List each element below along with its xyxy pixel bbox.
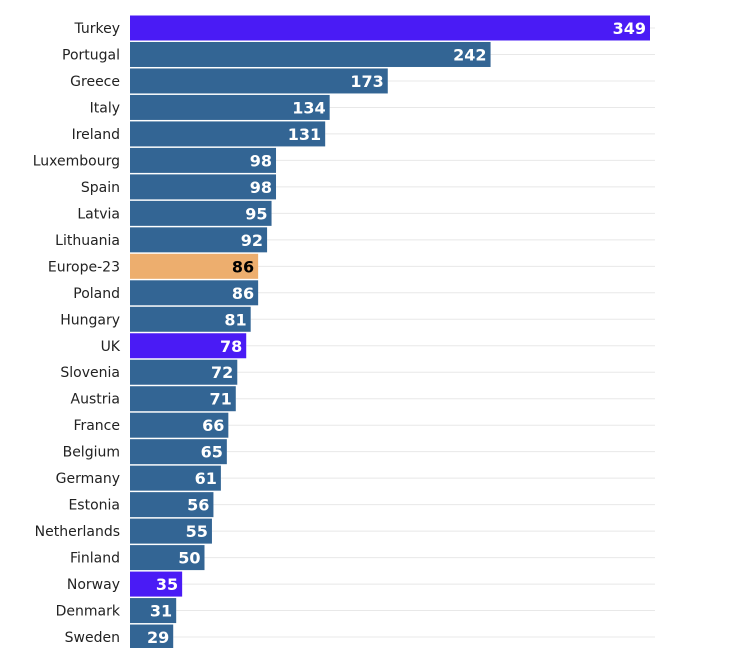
value-label: 98 <box>250 178 272 197</box>
category-label: Latvia <box>77 206 120 222</box>
category-label: Poland <box>73 286 120 302</box>
value-label: 131 <box>288 125 321 144</box>
value-label: 35 <box>156 575 178 594</box>
value-label: 98 <box>250 151 272 170</box>
value-label: 50 <box>178 549 200 568</box>
bar-netherlands <box>130 518 212 544</box>
bar-finland <box>130 545 205 571</box>
category-label: Norway <box>67 577 120 593</box>
value-label: 29 <box>147 628 169 647</box>
value-label: 71 <box>210 390 232 409</box>
category-label: Austria <box>71 392 120 408</box>
bar-france <box>130 412 229 438</box>
bar-germany <box>130 465 221 491</box>
value-label: 349 <box>613 19 646 38</box>
value-label: 86 <box>232 257 254 276</box>
category-label: Finland <box>70 551 120 567</box>
value-label: 56 <box>187 496 209 515</box>
bar-lithuania <box>130 227 268 253</box>
category-label: France <box>73 418 120 434</box>
value-label: 81 <box>224 310 246 329</box>
bar-austria <box>130 386 236 412</box>
bar-hungary <box>130 306 251 332</box>
category-label: Germany <box>56 471 120 487</box>
category-label: Greece <box>70 74 120 90</box>
bar-ireland <box>130 121 326 147</box>
bar-turkey <box>130 15 650 41</box>
value-label: 61 <box>195 469 217 488</box>
category-label: Denmark <box>56 604 121 620</box>
value-label: 92 <box>241 231 263 250</box>
category-label: Hungary <box>60 312 120 328</box>
bar-europe-23 <box>130 253 259 279</box>
bar-estonia <box>130 492 214 518</box>
value-label: 55 <box>186 522 208 541</box>
bar-portugal <box>130 41 491 67</box>
value-label: 173 <box>350 72 383 91</box>
value-label: 95 <box>245 204 267 223</box>
value-label: 66 <box>202 416 224 435</box>
value-label: 242 <box>453 45 486 64</box>
bar-spain <box>130 174 277 200</box>
bar-denmark <box>130 598 177 624</box>
category-label: UK <box>101 339 121 355</box>
category-label: Belgium <box>63 445 120 461</box>
bar-latvia <box>130 200 272 226</box>
category-label: Lithuania <box>55 233 120 249</box>
bar-italy <box>130 94 330 120</box>
bar-norway <box>130 571 183 597</box>
category-label: Ireland <box>72 127 120 143</box>
bar-greece <box>130 68 388 94</box>
category-label: Luxembourg <box>33 153 120 169</box>
bar-sweden <box>130 624 174 648</box>
category-label: Spain <box>81 180 120 196</box>
category-label: Sweden <box>65 630 120 646</box>
bar-luxembourg <box>130 147 277 173</box>
bar-belgium <box>130 439 227 465</box>
bar-slovenia <box>130 359 238 385</box>
value-label: 31 <box>150 602 172 621</box>
category-label: Europe-23 <box>48 259 120 275</box>
value-label: 86 <box>232 284 254 303</box>
category-label: Portugal <box>62 47 120 63</box>
bar-poland <box>130 280 259 306</box>
value-label: 72 <box>211 363 233 382</box>
category-label: Turkey <box>73 21 120 37</box>
category-label: Slovenia <box>60 365 120 381</box>
value-label: 134 <box>292 98 325 117</box>
category-label: Estonia <box>68 498 120 514</box>
bar-uk <box>130 333 247 359</box>
value-label: 78 <box>220 337 242 356</box>
value-label: 65 <box>201 443 223 462</box>
category-label: Netherlands <box>35 524 120 540</box>
category-label: Italy <box>90 100 120 116</box>
